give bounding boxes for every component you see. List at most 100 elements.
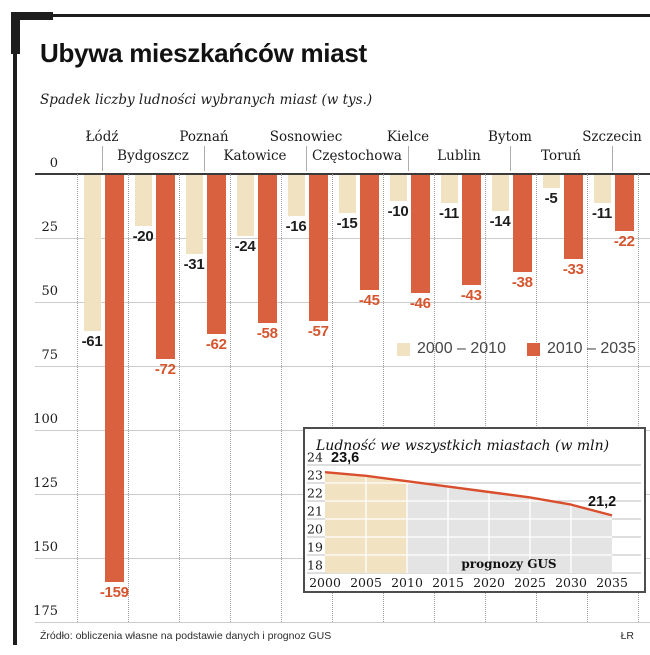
- inset-y-label-24: 24: [307, 450, 323, 465]
- inset-x-label-2025: 2025: [514, 575, 546, 590]
- bar-sosnowiec-2010-2035: [308, 175, 328, 321]
- bar-łódź-2000-2010: [83, 175, 101, 332]
- bar-poznań-2010-2035: [206, 175, 226, 334]
- y-axis-label-0: 0: [49, 156, 58, 171]
- inset-x-label-2020: 2020: [473, 575, 505, 590]
- inset-y-label-20: 20: [307, 522, 323, 537]
- inset-x-label-2005: 2005: [350, 575, 382, 590]
- city-label-bydgoszcz: Bydgoszcz: [117, 148, 189, 164]
- group-separator: [280, 174, 282, 622]
- bar-lublin-2000-2010: [440, 175, 458, 204]
- y-axis-label-25: 25: [41, 220, 58, 235]
- bar-częstochowa-2000-2010: [338, 175, 356, 214]
- group-separator: [76, 174, 78, 622]
- group-separator: [637, 174, 639, 622]
- y-axis-label-50: 50: [41, 284, 58, 299]
- source-note: Źródło: obliczenia własne na podstawie d…: [40, 630, 332, 642]
- inset-population-line: [324, 471, 613, 517]
- value-label-toruń-2010-2035: -33: [562, 261, 584, 279]
- group-separator: [229, 174, 231, 622]
- value-label-katowice-2000-2010: -24: [234, 238, 256, 256]
- bar-częstochowa-2010-2035: [359, 175, 379, 291]
- bar-bytom-2000-2010: [491, 175, 509, 211]
- y-axis-label-175: 175: [33, 604, 58, 619]
- inset-y-label-23: 23: [307, 468, 323, 483]
- value-label-bydgoszcz-2010-2035: -72: [154, 361, 176, 379]
- inset-start-value: 23,6: [331, 450, 359, 466]
- total-urban-population-inset-chart: 24 23 22 21 20 19 18 2000 2005 2010 2015 2020 2025 20…: [303, 427, 646, 593]
- bar-sosnowiec-2000-2010: [287, 175, 305, 216]
- legend: 2000 – 2010 2010 – 2035: [397, 340, 636, 358]
- y-axis-label-100: 100: [33, 412, 58, 427]
- city-label-katowice: Katowice: [223, 148, 287, 164]
- legend-swatch-beige: [397, 342, 410, 356]
- value-label-łódź-2010-2035: -159: [99, 584, 129, 602]
- group-separator: [433, 174, 435, 622]
- bar-szczecin-2000-2010: [593, 175, 611, 204]
- city-label-sosnowiec: Sosnowiec: [269, 129, 343, 145]
- city-label-częstochowa: Częstochowa: [312, 148, 402, 164]
- city-label-lublin: Lublin: [437, 148, 481, 164]
- city-label-poznań: Poznań: [179, 129, 229, 145]
- gridline-25: [35, 238, 650, 239]
- value-label-lublin-2010-2035: -43: [460, 287, 482, 305]
- group-separator: [178, 174, 180, 622]
- inset-y-label-21: 21: [307, 504, 323, 519]
- inset-y-label-19: 19: [307, 540, 323, 555]
- inset-area-forecast: [407, 481, 612, 573]
- legend-label: 2000 – 2010: [417, 340, 506, 357]
- inset-y-label-22: 22: [307, 486, 323, 501]
- y-axis-label-75: 75: [41, 348, 58, 363]
- value-label-sosnowiec-2000-2010: -16: [285, 217, 307, 235]
- gridline-50: [35, 302, 650, 303]
- bar-katowice-2010-2035: [257, 175, 277, 324]
- value-label-katowice-2010-2035: -58: [256, 325, 278, 343]
- value-label-bytom-2010-2035: -38: [511, 274, 533, 292]
- author-credit: ŁR: [620, 630, 634, 642]
- bar-bytom-2010-2035: [512, 175, 532, 273]
- value-label-toruń-2000-2010: -5: [544, 189, 558, 207]
- chart-subtitle: Spadek liczby ludności wybranych miast (…: [40, 92, 373, 108]
- legend-label: 2010 – 2035: [546, 340, 636, 357]
- value-label-poznań-2010-2035: -62: [205, 335, 227, 353]
- inset-x-label-2015: 2015: [432, 575, 464, 590]
- legend-item-2000-2010: 2000 – 2010: [397, 340, 506, 358]
- value-label-łódź-2000-2010: -61: [81, 333, 103, 351]
- bar-kielce-2000-2010: [389, 175, 407, 201]
- city-label-bytom: Bytom: [488, 129, 532, 145]
- value-label-bytom-2000-2010: -14: [489, 212, 511, 230]
- legend-item-2010-2035: 2010 – 2035: [526, 340, 636, 358]
- gridline-75: [35, 366, 650, 367]
- page-title: Ubywa mieszkańców miast: [40, 38, 367, 68]
- group-separator: [535, 174, 537, 622]
- value-label-poznań-2000-2010: -31: [183, 256, 205, 274]
- bar-katowice-2000-2010: [236, 175, 254, 237]
- city-label-kielce: Kielce: [386, 129, 430, 145]
- group-separator: [382, 174, 384, 622]
- inset-title: Ludność we wszystkich miastach (w mln): [315, 438, 609, 454]
- value-label-szczecin-2000-2010: -11: [592, 205, 612, 223]
- frame-corner-horizontal: [11, 12, 53, 20]
- value-label-sosnowiec-2010-2035: -57: [307, 322, 329, 340]
- bar-lublin-2010-2035: [461, 175, 481, 286]
- y-axis-label-150: 150: [33, 540, 58, 555]
- bar-bydgoszcz-2010-2035: [155, 175, 175, 360]
- bar-szczecin-2010-2035: [614, 175, 634, 232]
- value-label-kielce-2000-2010: -10: [387, 202, 409, 220]
- city-label-łódź: Łódź: [85, 129, 119, 145]
- gridline-175: [35, 622, 650, 623]
- group-separator: [484, 174, 486, 622]
- frame-left-line: [13, 14, 17, 645]
- inset-y-label-18: 18: [307, 558, 323, 573]
- city-leader-tick: [612, 146, 613, 171]
- inset-x-label-2010: 2010: [391, 575, 423, 590]
- city-leader-tick: [510, 146, 511, 171]
- bar-bydgoszcz-2000-2010: [134, 175, 152, 227]
- inset-forecast-note: prognozy GUS: [461, 557, 556, 571]
- value-label-lublin-2000-2010: -11: [439, 205, 459, 223]
- gridline-0: [35, 173, 650, 175]
- frame-top-line: [12, 14, 650, 17]
- inset-end-value: 21,2: [588, 494, 616, 510]
